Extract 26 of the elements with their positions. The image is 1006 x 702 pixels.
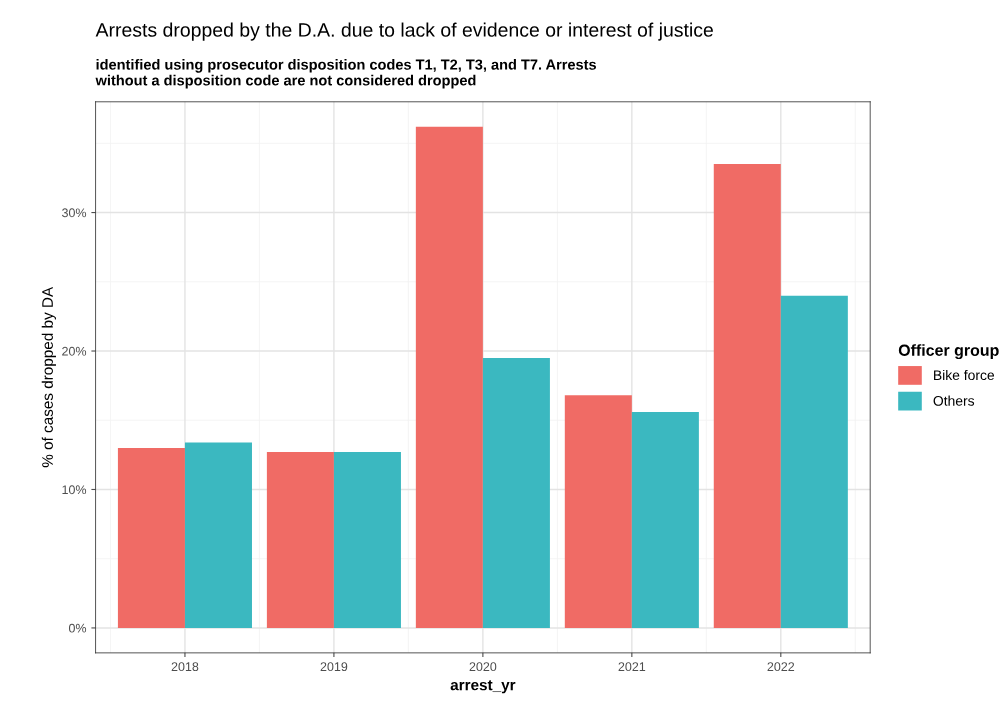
legend-label: Bike force [934, 369, 995, 381]
bar [482, 357, 550, 628]
y-tick-label: 0% [68, 623, 87, 633]
chart-subtitle: identified using prosecutor disposition codes T1, T2, T3, and T7. Arrests without a disposition code are not considered dropped [95, 59, 597, 89]
bar [631, 411, 699, 628]
bar [184, 442, 252, 628]
bar [713, 164, 781, 628]
y-tick-label: 10% [62, 485, 87, 495]
bar [117, 447, 185, 628]
x-tick-label: 2021 [618, 662, 646, 672]
y-tick-label: 20% [62, 346, 87, 356]
bar [333, 452, 401, 628]
y-tick-label: 30% [62, 208, 87, 218]
chart-title: Arrests dropped by the D.A. due to lack of evidence or interest of justice [95, 22, 713, 41]
y-axis-title: % of cases dropped by DA [41, 286, 56, 468]
legend-title: Officer group [898, 344, 999, 360]
x-tick-label: 2022 [767, 662, 795, 672]
x-axis-title: arrest_yr [450, 680, 516, 694]
x-tick-label: 2019 [320, 662, 348, 672]
bar [564, 395, 632, 628]
legend-label: Others [933, 395, 975, 406]
x-tick-label: 2020 [469, 662, 497, 672]
x-tick-label: 2018 [171, 662, 199, 672]
bar [266, 452, 334, 628]
bar [415, 126, 483, 628]
bar [780, 295, 848, 628]
